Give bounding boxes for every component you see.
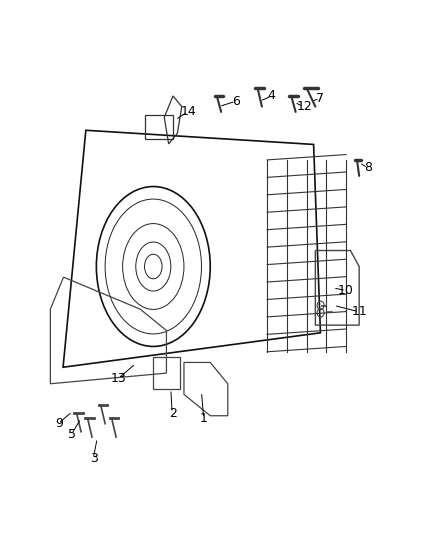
Text: 1: 1 [200, 412, 208, 425]
Text: 12: 12 [297, 100, 312, 113]
Text: 6: 6 [233, 95, 240, 108]
Text: 10: 10 [338, 284, 354, 297]
Text: 11: 11 [351, 305, 367, 318]
Text: 3: 3 [90, 452, 98, 465]
Text: 4: 4 [268, 90, 276, 102]
Text: 5: 5 [68, 428, 76, 441]
Text: 2: 2 [169, 407, 177, 419]
Text: 14: 14 [180, 106, 196, 118]
Text: 7: 7 [316, 92, 324, 105]
Text: 9: 9 [55, 417, 63, 430]
Text: 8: 8 [364, 161, 372, 174]
Text: 13: 13 [110, 372, 126, 385]
